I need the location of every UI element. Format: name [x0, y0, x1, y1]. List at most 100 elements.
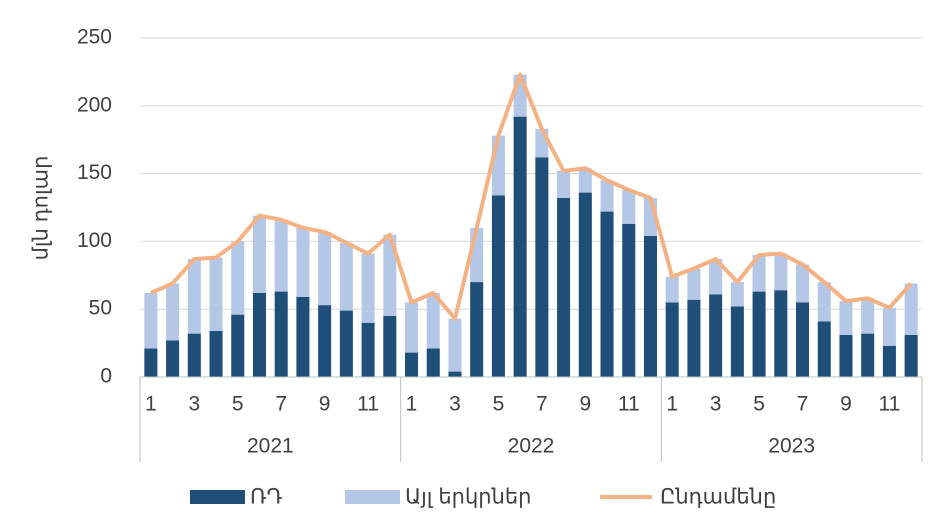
- bar: [622, 189, 636, 224]
- bar: [730, 282, 744, 307]
- bar: [144, 292, 158, 349]
- bar: [187, 259, 201, 334]
- bar: [774, 290, 788, 377]
- group-label: 2022: [508, 435, 555, 458]
- bar: [231, 314, 245, 377]
- bar: [513, 116, 527, 377]
- bar: [426, 348, 440, 377]
- bar: [166, 340, 180, 377]
- y-axis-label: մլն դոլար: [30, 156, 53, 261]
- legend-label: Այլ երկրներ: [405, 486, 532, 509]
- bar: [752, 291, 766, 377]
- bar: [470, 282, 484, 377]
- bar: [491, 195, 505, 377]
- bar: [839, 334, 853, 377]
- bar: [187, 333, 201, 377]
- legend-label: ՌԴ: [250, 486, 283, 509]
- x-tick-label: 9: [319, 393, 331, 416]
- bar: [861, 333, 875, 377]
- bar: [796, 264, 810, 303]
- legend-swatch: [190, 490, 245, 504]
- bar: [274, 291, 288, 377]
- bar: [318, 305, 332, 377]
- bar: [817, 321, 831, 377]
- x-tick-label: 7: [797, 393, 809, 416]
- x-tick-label: 11: [618, 393, 640, 416]
- bar: [752, 254, 766, 292]
- legend-swatch: [345, 490, 400, 504]
- bar: [557, 198, 571, 377]
- x-tick-label: 5: [232, 393, 244, 416]
- bar: [665, 302, 679, 377]
- bar: [904, 334, 918, 377]
- x-tick-label: 11: [879, 393, 901, 416]
- x-tick-label: 3: [710, 393, 722, 416]
- bar: [709, 294, 723, 377]
- bar: [361, 322, 375, 377]
- bar: [296, 296, 310, 377]
- y-tick-label: 100: [77, 229, 112, 252]
- legend-label: Ընդամենը: [660, 486, 776, 509]
- bar: [622, 223, 636, 377]
- bar: [839, 301, 853, 335]
- group-label: 2021: [247, 435, 294, 458]
- x-tick-label: 1: [145, 393, 157, 416]
- bar: [600, 180, 614, 212]
- bar: [774, 253, 788, 291]
- bar: [448, 318, 462, 372]
- x-tick-label: 9: [579, 393, 591, 416]
- bar: [426, 292, 440, 349]
- x-tick-label: 1: [666, 393, 678, 416]
- bar: [861, 298, 875, 334]
- bar: [557, 170, 571, 199]
- bar: [665, 276, 679, 303]
- y-tick-label: 0: [100, 365, 112, 388]
- bar: [709, 259, 723, 295]
- x-tick-label: 3: [188, 393, 200, 416]
- bar: [578, 168, 592, 193]
- bar: [231, 241, 245, 315]
- bar: [687, 299, 701, 377]
- y-tick-label: 50: [89, 297, 112, 320]
- bar: [318, 231, 332, 306]
- bar: [274, 219, 288, 292]
- bar: [817, 282, 831, 322]
- y-tick-label: 150: [77, 161, 112, 184]
- bar: [405, 352, 419, 377]
- line: [150, 72, 913, 321]
- bar: [209, 257, 223, 331]
- y-tick-label: 250: [77, 26, 112, 49]
- x-tick-label: 1: [406, 393, 418, 416]
- bar: [166, 283, 180, 341]
- y-tick-label: 200: [77, 93, 112, 116]
- bar: [491, 135, 505, 196]
- bar: [730, 306, 744, 377]
- bar: [209, 330, 223, 377]
- bar: [339, 242, 353, 311]
- bar: [535, 157, 549, 377]
- x-tick-label: 5: [753, 393, 765, 416]
- bar: [600, 211, 614, 377]
- bar: [882, 307, 896, 346]
- x-tick-label: 5: [493, 393, 505, 416]
- bar: [252, 215, 266, 293]
- bar: [904, 283, 918, 335]
- x-tick-label: 11: [357, 393, 379, 416]
- bar: [687, 268, 701, 300]
- bar: [339, 310, 353, 377]
- group-label: 2023: [768, 435, 815, 458]
- x-tick-label: 7: [275, 393, 287, 416]
- bar: [144, 348, 158, 377]
- bar: [796, 302, 810, 377]
- bar: [405, 302, 419, 353]
- bar: [383, 315, 397, 377]
- bar: [361, 253, 375, 323]
- x-tick-label: 7: [536, 393, 548, 416]
- bar: [643, 235, 657, 377]
- bar: [383, 234, 397, 316]
- bar: [882, 345, 896, 377]
- x-tick-label: 9: [840, 393, 852, 416]
- bar: [296, 227, 310, 297]
- bar: [252, 292, 266, 377]
